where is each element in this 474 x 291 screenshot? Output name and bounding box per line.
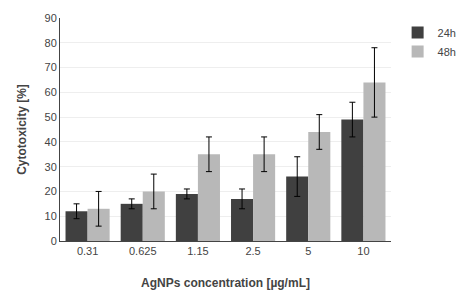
svg-text:90: 90 [45, 12, 57, 24]
svg-text:0.31: 0.31 [77, 245, 98, 257]
svg-text:0: 0 [51, 235, 57, 247]
svg-text:40: 40 [45, 136, 57, 148]
svg-text:70: 70 [45, 61, 57, 73]
svg-text:2.5: 2.5 [245, 245, 260, 257]
svg-text:20: 20 [45, 185, 57, 197]
svg-text:24h: 24h [438, 27, 456, 39]
svg-text:30: 30 [45, 161, 57, 173]
svg-text:50: 50 [45, 111, 57, 123]
svg-text:80: 80 [45, 37, 57, 49]
svg-text:10: 10 [45, 210, 57, 222]
svg-text:0.625: 0.625 [129, 245, 157, 257]
svg-text:60: 60 [45, 86, 57, 98]
svg-text:48h: 48h [438, 46, 456, 58]
svg-text:1.15: 1.15 [187, 245, 208, 257]
svg-text:AgNPs concentration [µg/mL]: AgNPs concentration [µg/mL] [141, 276, 310, 290]
svg-text:10: 10 [357, 245, 369, 257]
svg-text:5: 5 [305, 245, 311, 257]
svg-text:Cytotoxicity [%]: Cytotoxicity [%] [15, 84, 29, 175]
